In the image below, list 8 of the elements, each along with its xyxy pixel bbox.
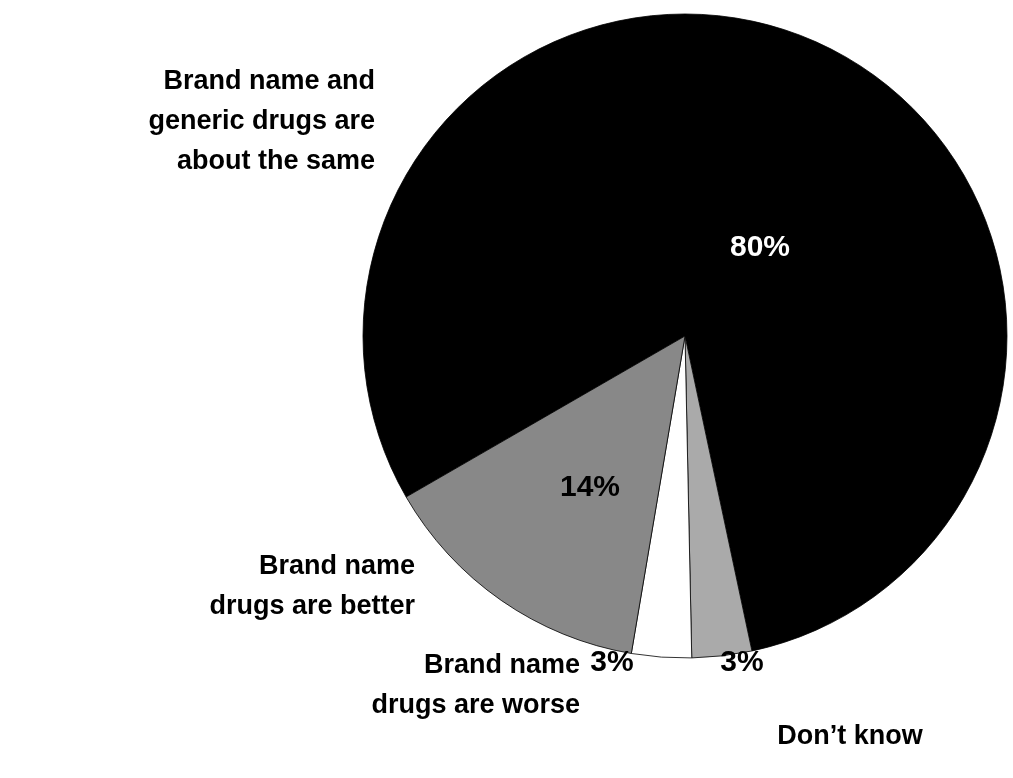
data-label: 80% [729, 228, 791, 262]
slice-label: Brand name and generic drugs are about the same [148, 65, 375, 175]
slice-label: Brand name drugs are better [209, 550, 416, 620]
data-label: 3% [720, 643, 764, 677]
slice-label: Don’t know [777, 720, 924, 750]
data-label: 3% [590, 643, 634, 677]
data-label: 14% [559, 468, 621, 502]
slice-label: Brand name drugs are worse [371, 649, 580, 719]
